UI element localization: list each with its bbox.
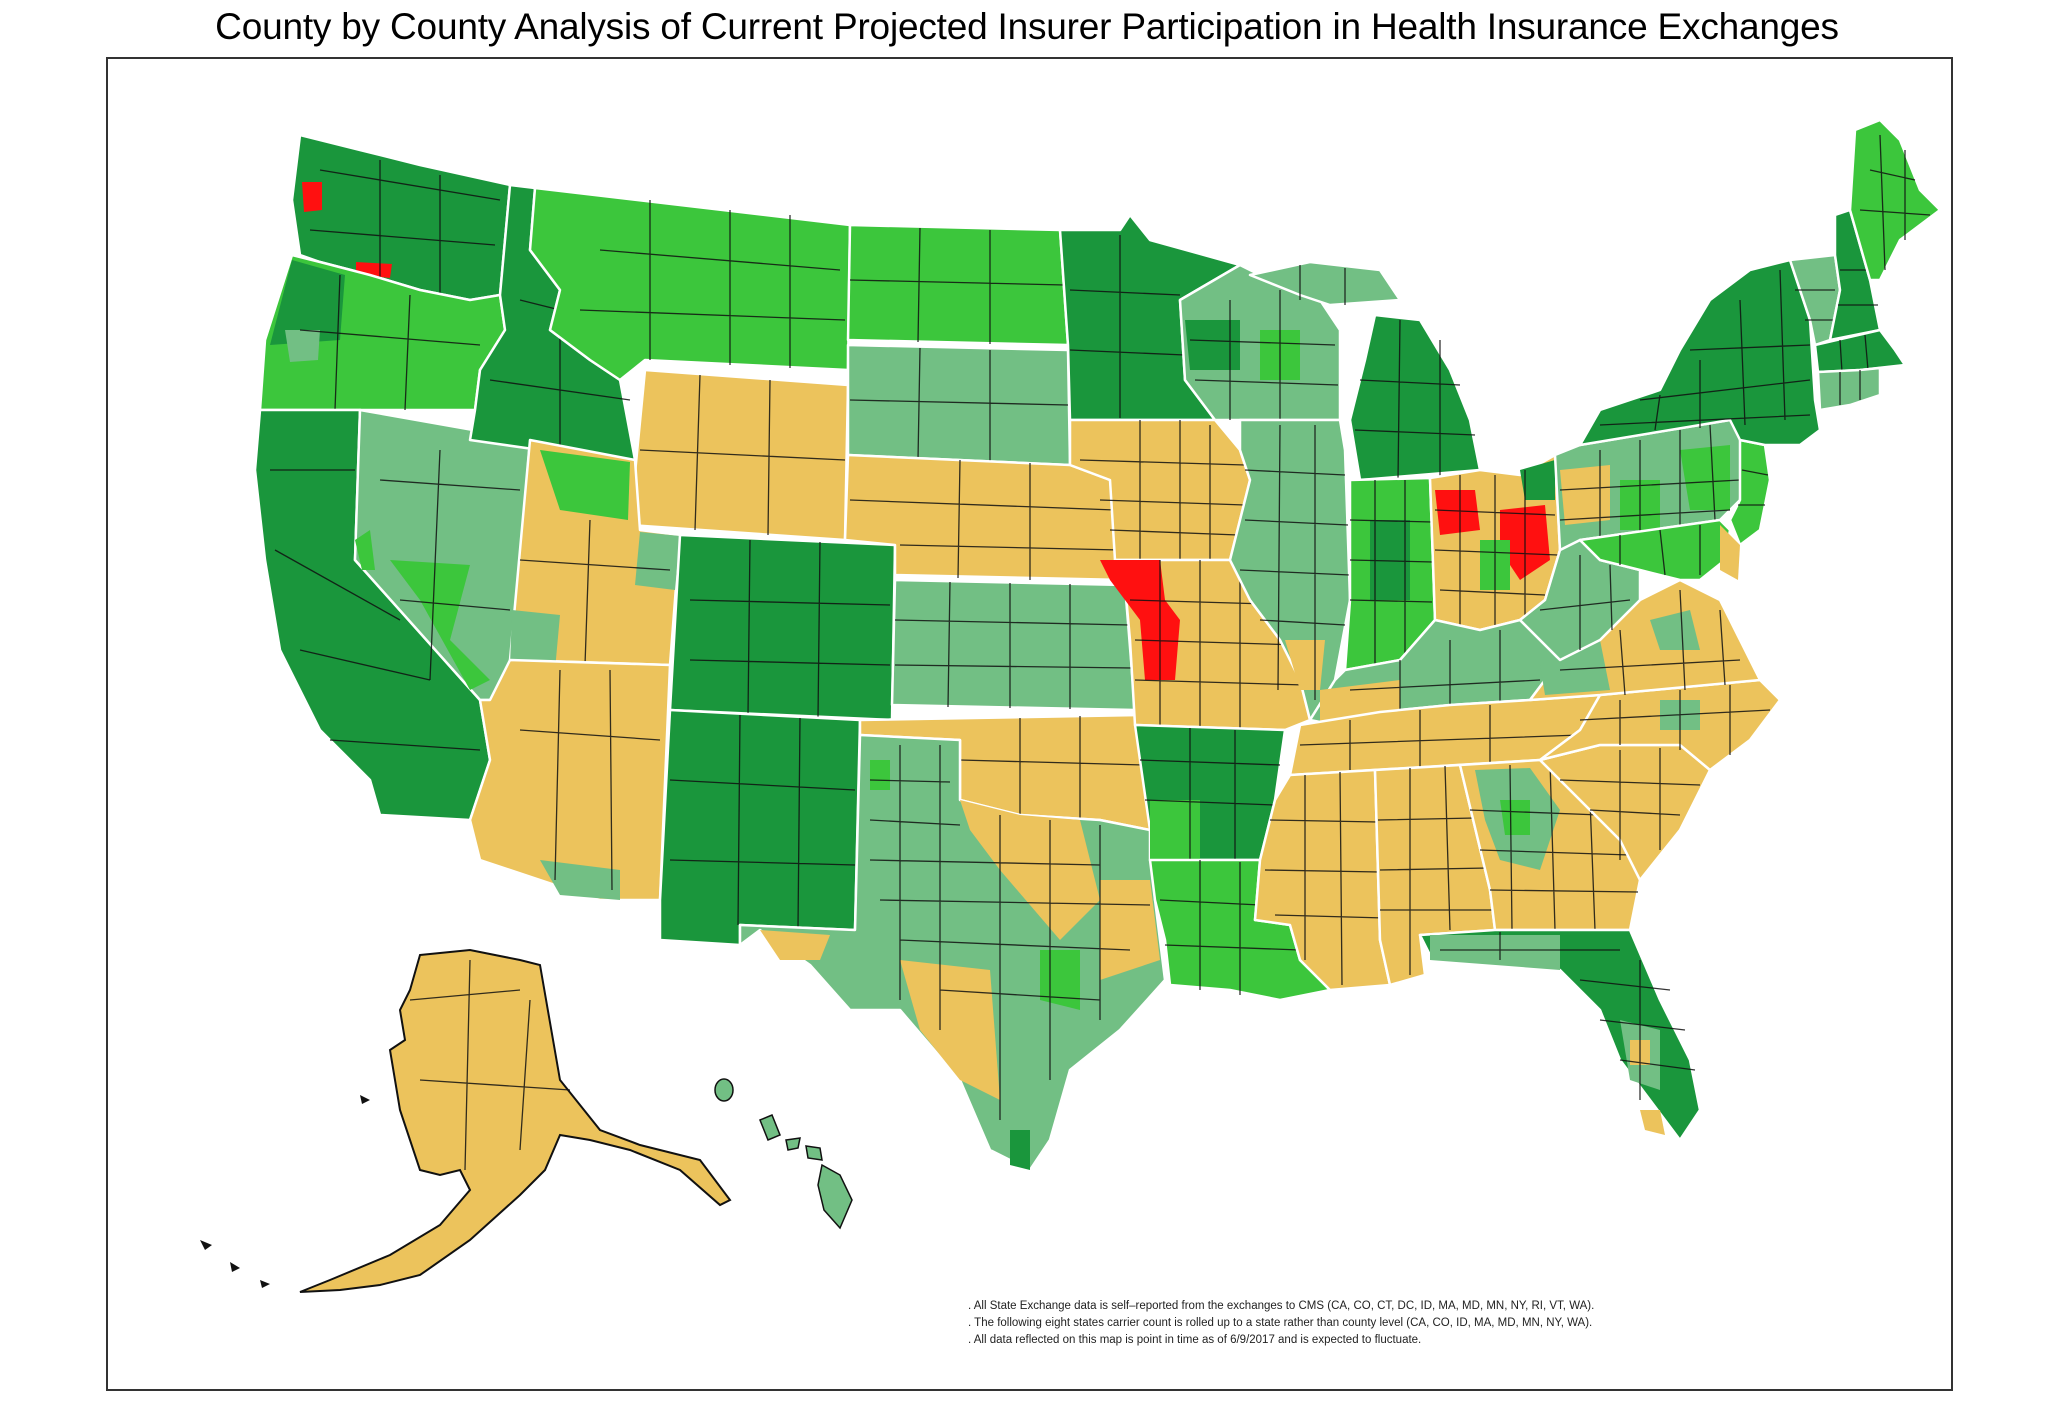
state-connecticut	[1816, 366, 1882, 412]
state-alaska	[200, 948, 732, 1293]
state-new-york	[1578, 258, 1822, 447]
state-arizona	[468, 658, 672, 902]
state-florida	[1418, 928, 1702, 1142]
state-kansas	[890, 578, 1137, 712]
state-north-dakota	[846, 223, 1070, 347]
state-maine	[1848, 118, 1942, 282]
footnote-3: . All data reflected on this map is poin…	[968, 1334, 1422, 1346]
state-new-mexico	[658, 708, 862, 947]
state-washington	[290, 133, 512, 302]
footnote-1: . All State Exchange data is self–report…	[968, 1300, 1595, 1312]
state-wisconsin	[1178, 263, 1342, 422]
state-michigan-upper	[1248, 260, 1402, 307]
state-texas	[738, 733, 1167, 1172]
state-michigan-lower	[1348, 313, 1482, 482]
state-north-carolina	[1538, 678, 1782, 772]
state-illinois	[1228, 418, 1352, 722]
state-wyoming	[628, 368, 850, 542]
state-utah	[508, 438, 682, 670]
state-montana	[528, 186, 852, 382]
state-colorado	[668, 533, 897, 722]
state-mississippi	[1253, 768, 1392, 992]
footnotes: . All State Exchange data is self–report…	[968, 1298, 1594, 1349]
state-arkansas	[1133, 723, 1287, 862]
footnote-2: . The following eight states carrier cou…	[968, 1317, 1593, 1329]
state-south-dakota	[846, 343, 1072, 467]
map-title: County by County Analysis of Current Pro…	[215, 6, 1839, 47]
state-maryland	[1578, 518, 1740, 582]
state-virginia	[1528, 578, 1762, 702]
state-new-jersey	[1728, 438, 1772, 547]
state-hawaii	[714, 1078, 853, 1230]
state-pennsylvania	[1553, 418, 1747, 552]
